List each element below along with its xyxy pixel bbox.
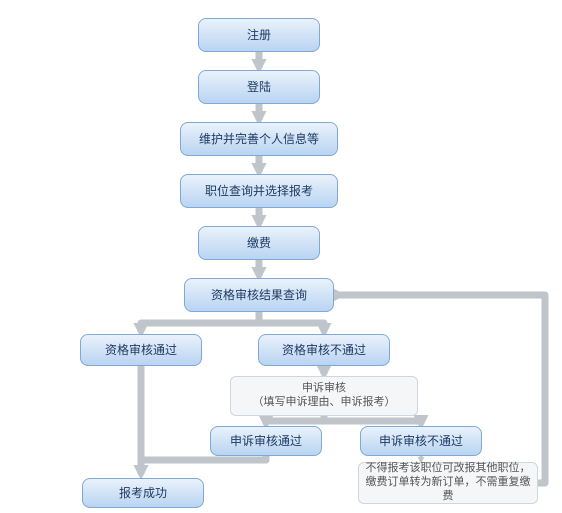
node-appeal_fail_note: 不得报考该职位可改报其他职位，缴费订单转为新订单，不需重复缴费 (358, 462, 538, 504)
node-appeal_fail: 申诉审核不通过 (360, 426, 482, 456)
node-login: 登陆 (198, 70, 320, 104)
node-register-label: 注册 (247, 28, 271, 43)
node-success-label: 报考成功 (119, 486, 167, 501)
node-jobquery: 职位查询并选择报考 (180, 174, 338, 208)
node-fail: 资格审核不通过 (258, 334, 390, 366)
node-appeal_fail-label: 申诉审核不通过 (379, 434, 463, 449)
node-result-label: 资格审核结果查询 (211, 288, 307, 303)
node-result: 资格审核结果查询 (184, 278, 334, 312)
node-success: 报考成功 (82, 478, 204, 508)
node-pay: 缴费 (198, 226, 320, 260)
edge-appeal-appeal_pass (266, 416, 324, 424)
node-fail-label: 资格审核不通过 (282, 343, 366, 358)
node-jobquery-label: 职位查询并选择报考 (205, 184, 313, 199)
edge-result-pass (141, 312, 259, 332)
edge-appeal-appeal_fail (324, 416, 421, 424)
node-pass: 资格审核通过 (80, 334, 202, 366)
node-appeal-label: 申诉审核 （填写申诉理由、申诉报考） (253, 382, 396, 410)
node-appeal_fail_note-label: 不得报考该职位可改报其他职位，缴费订单转为新订单，不需重复缴费 (365, 462, 531, 503)
node-appeal: 申诉审核 （填写申诉理由、申诉报考） (230, 376, 418, 416)
node-profile: 维护并完善个人信息等 (180, 122, 338, 156)
node-appeal_pass: 申诉审核通过 (210, 426, 322, 456)
flowchart-canvas: 注册登陆维护并完善个人信息等职位查询并选择报考缴费资格审核结果查询资格审核通过 资… (0, 0, 562, 513)
node-pass-label: 资格审核通过 (105, 343, 177, 358)
node-register: 注册 (198, 18, 320, 52)
edge-result-fail (259, 312, 324, 332)
node-profile-label: 维护并完善个人信息等 (199, 132, 319, 147)
node-appeal_pass-label: 申诉审核通过 (230, 434, 302, 449)
edge-appeal_pass-success (141, 456, 266, 460)
node-pay-label: 缴费 (247, 236, 271, 251)
node-login-label: 登陆 (247, 80, 271, 95)
